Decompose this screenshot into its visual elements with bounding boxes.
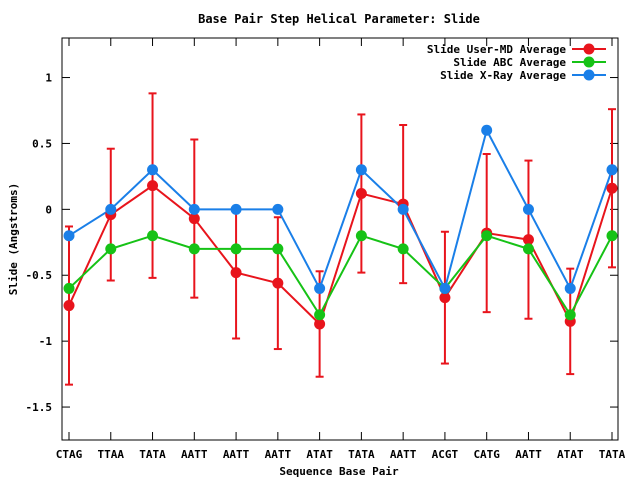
data-point — [564, 309, 576, 321]
data-point — [147, 164, 159, 176]
data-point — [522, 243, 534, 255]
data-point — [606, 230, 618, 242]
x-tick-label: TATA — [599, 448, 626, 461]
series-lines — [68, 127, 613, 326]
x-tick-label: CATG — [473, 448, 500, 461]
x-tick-label: CTAG — [56, 448, 83, 461]
x-tick-label: ATAT — [306, 448, 333, 461]
data-point — [272, 203, 284, 215]
data-point — [314, 282, 326, 294]
data-point — [188, 243, 200, 255]
legend-entry-label: Slide X-Ray Average — [440, 69, 566, 82]
series-line — [68, 234, 613, 317]
legend-entry-label: Slide ABC Average — [453, 56, 566, 69]
series-line — [68, 127, 613, 292]
data-point — [147, 180, 159, 192]
y-tick-label: 1 — [45, 72, 52, 85]
data-point — [397, 243, 409, 255]
data-point — [439, 282, 451, 294]
series-line — [68, 184, 613, 326]
data-point — [230, 267, 242, 279]
x-tick-label: AATT — [181, 448, 208, 461]
data-point — [63, 230, 75, 242]
chart-title: Base Pair Step Helical Parameter: Slide — [198, 12, 480, 26]
data-point — [105, 203, 117, 215]
data-point — [188, 203, 200, 215]
data-point — [606, 182, 618, 194]
data-point — [481, 230, 493, 242]
y-tick-label: -0.5 — [26, 269, 53, 282]
data-point — [564, 282, 576, 294]
data-point — [63, 282, 75, 294]
series-points — [63, 124, 618, 330]
data-point — [355, 164, 367, 176]
data-point — [522, 234, 534, 246]
x-tick-label: ATAT — [557, 448, 584, 461]
y-tick-label: -1 — [39, 335, 53, 348]
data-point — [397, 203, 409, 215]
x-tick-label: AATT — [223, 448, 250, 461]
plot-frame — [61, 37, 619, 441]
data-point — [272, 277, 284, 289]
legend-entry-marker — [583, 56, 595, 68]
data-point — [188, 213, 200, 225]
y-axis-label: Slide (Angstroms) — [7, 183, 20, 296]
data-point — [230, 203, 242, 215]
data-point — [314, 318, 326, 330]
data-point — [272, 243, 284, 255]
data-point — [147, 230, 159, 242]
data-point — [314, 309, 326, 321]
y-axis: 1 0.5 0 -0.5 -1 -1.5 — [26, 72, 618, 414]
data-point — [105, 243, 117, 255]
data-point — [355, 230, 367, 242]
data-point — [230, 243, 242, 255]
x-tick-label: ACGT — [432, 448, 459, 461]
y-tick-label: 0.5 — [32, 137, 52, 150]
x-tick-label: TTAA — [98, 448, 125, 461]
x-tick-label: AATT — [390, 448, 417, 461]
y-tick-label: 0 — [45, 203, 52, 216]
data-point — [481, 124, 493, 136]
legend-entry-label: Slide User-MD Average — [427, 43, 566, 56]
data-point — [522, 203, 534, 215]
legend-entry-marker — [583, 69, 595, 81]
data-point — [606, 164, 618, 176]
x-axis: CTAG TTAA TATA AATT AATT AATT ATAT TATA AATT ACGT… — [56, 38, 626, 461]
x-tick-label: AATT — [515, 448, 542, 461]
data-point — [63, 300, 75, 312]
x-tick-label: TATA — [139, 448, 166, 461]
legend-entry-marker — [583, 43, 595, 55]
x-axis-label: Sequence Base Pair — [279, 465, 399, 478]
data-point — [355, 188, 367, 200]
data-point — [439, 292, 451, 304]
x-tick-label: AATT — [265, 448, 292, 461]
y-tick-label: -1.5 — [26, 401, 53, 414]
x-tick-label: TATA — [348, 448, 375, 461]
